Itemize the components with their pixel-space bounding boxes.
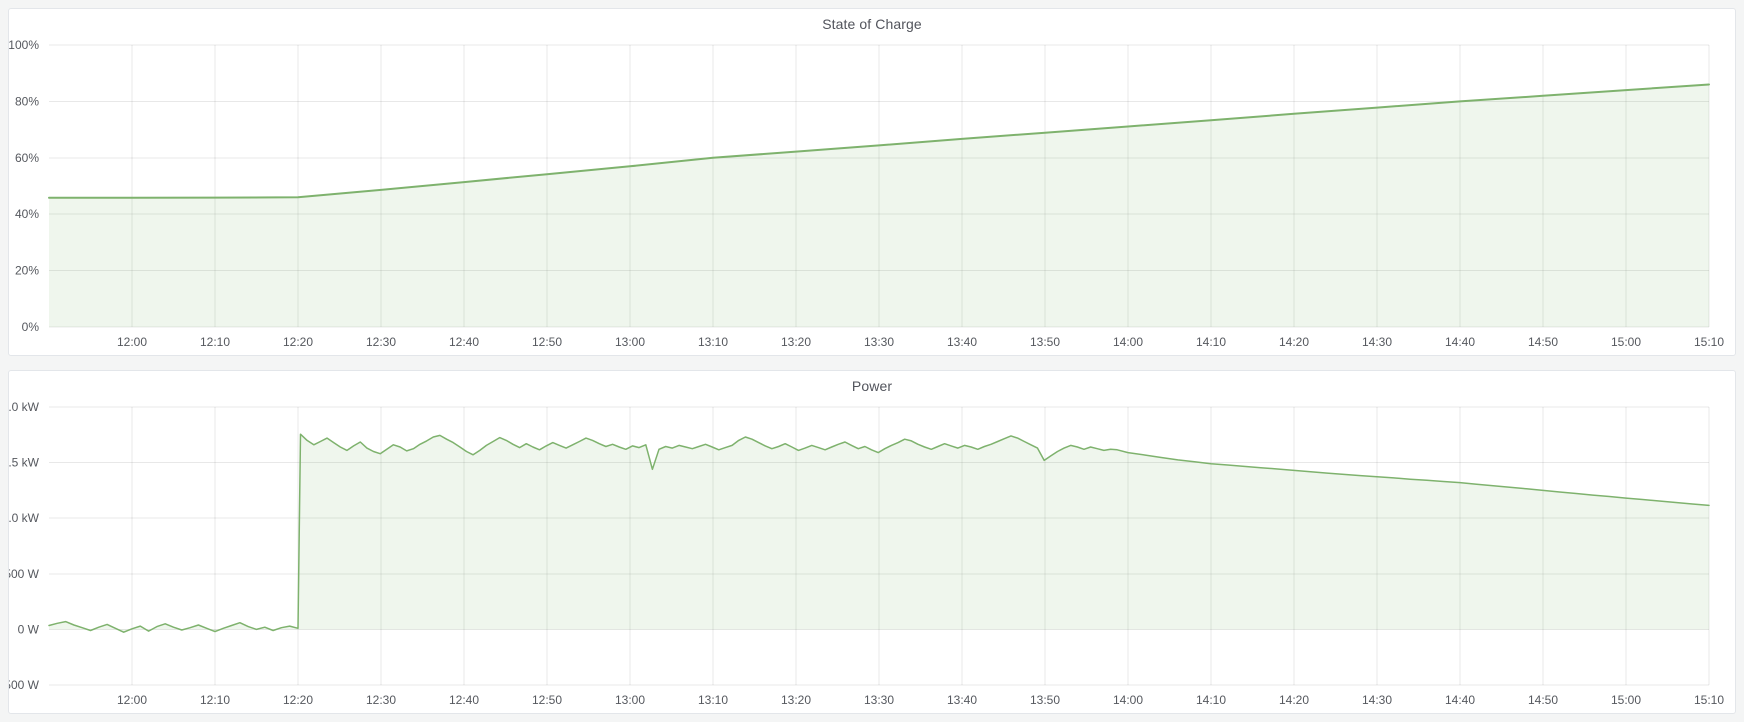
y-tick-label: 2.0 kW — [9, 401, 40, 414]
x-tick-label: 13:00 — [615, 335, 645, 349]
x-tick-label: 14:40 — [1445, 335, 1475, 349]
gridlines — [49, 44, 1710, 328]
x-tick-label: 14:20 — [1279, 693, 1309, 707]
x-tick-label: 12:40 — [449, 335, 479, 349]
x-tick-label: 12:30 — [366, 693, 396, 707]
x-tick-label: 12:30 — [366, 335, 396, 349]
x-tick-label: 12:00 — [117, 335, 147, 349]
x-tick-label: 13:10 — [698, 335, 728, 349]
panel-title-state-of-charge[interactable]: State of Charge — [822, 16, 922, 32]
x-tick-label: 13:20 — [781, 335, 811, 349]
x-tick-label: 13:30 — [864, 335, 894, 349]
y-tick-label: 1.0 kW — [9, 511, 40, 525]
x-tick-label: 12:40 — [449, 693, 479, 707]
y-tick-label: 0% — [22, 320, 40, 334]
x-tick-label: 14:00 — [1113, 693, 1143, 707]
x-tick-label: 13:10 — [698, 693, 728, 707]
state-of-charge-chart[interactable]: 0% 20% 40% 60% 80% 100% 12:00 12:10 12:20 12:30 12… — [9, 39, 1735, 355]
panel-title-power[interactable]: Power — [851, 378, 893, 394]
x-tick-label: 14:30 — [1362, 693, 1392, 707]
gridlines — [49, 406, 1710, 686]
y-tick-label: 80% — [15, 94, 39, 108]
x-tick-label: 12:50 — [532, 693, 562, 707]
y-tick-label: 40% — [15, 207, 39, 221]
x-tick-label: 13:40 — [947, 335, 977, 349]
panel-header: Power — [9, 371, 1735, 401]
x-tick-label: 15:10 — [1694, 335, 1724, 349]
power-chart[interactable]: -500 W 0 W 500 W 1.0 kW 1.5 kW 2.0 kW 12:00 12:… — [9, 401, 1735, 713]
x-tick-label: 15:10 — [1694, 693, 1724, 707]
x-tick-label: 13:50 — [1030, 693, 1060, 707]
y-tick-label: 500 W — [9, 567, 40, 581]
x-tick-label: 12:10 — [200, 693, 230, 707]
x-tick-label: 14:20 — [1279, 335, 1309, 349]
x-tick-label: 13:00 — [615, 693, 645, 707]
x-tick-label: 12:20 — [283, 335, 313, 349]
series-line — [48, 83, 1710, 199]
x-tick-label: 12:10 — [200, 335, 230, 349]
x-tick-label: 14:30 — [1362, 335, 1392, 349]
series-area — [49, 434, 1709, 633]
y-tick-label: 0 W — [18, 622, 40, 636]
y-tick-label: 100% — [9, 39, 39, 52]
x-tick-label: 14:10 — [1196, 335, 1226, 349]
series-line — [48, 433, 1710, 633]
y-tick-label: 60% — [15, 151, 39, 165]
x-tick-label: 12:20 — [283, 693, 313, 707]
y-tick-label: -500 W — [9, 678, 40, 692]
axis-tick-labels: 0% 20% 40% 60% 80% 100% 12:00 12:10 12:20 12:30 12… — [9, 39, 1724, 349]
x-tick-label: 14:00 — [1113, 335, 1143, 349]
y-tick-label: 1.5 kW — [9, 456, 40, 470]
x-tick-label: 12:50 — [532, 335, 562, 349]
x-tick-label: 14:50 — [1528, 693, 1558, 707]
x-tick-label: 13:30 — [864, 693, 894, 707]
axis-tick-labels: -500 W 0 W 500 W 1.0 kW 1.5 kW 2.0 kW 12:00 12:… — [9, 401, 1724, 707]
x-tick-label: 15:00 — [1611, 335, 1641, 349]
panel-power: Power -500 W 0 W 500 W 1.0 kW 1.5 kW 2.0 kW 12… — [8, 370, 1736, 714]
x-tick-label: 14:10 — [1196, 693, 1226, 707]
x-tick-label: 14:40 — [1445, 693, 1475, 707]
x-tick-label: 13:20 — [781, 693, 811, 707]
x-tick-label: 15:00 — [1611, 693, 1641, 707]
panel-header: State of Charge — [9, 9, 1735, 39]
x-tick-label: 13:50 — [1030, 335, 1060, 349]
y-tick-label: 20% — [15, 264, 39, 278]
x-tick-label: 14:50 — [1528, 335, 1558, 349]
panel-state-of-charge: State of Charge 0% 20% 40% 60% 80% 100% 12:00 1… — [8, 8, 1736, 356]
series-area — [49, 84, 1709, 327]
x-tick-label: 13:40 — [947, 693, 977, 707]
x-tick-label: 12:00 — [117, 693, 147, 707]
